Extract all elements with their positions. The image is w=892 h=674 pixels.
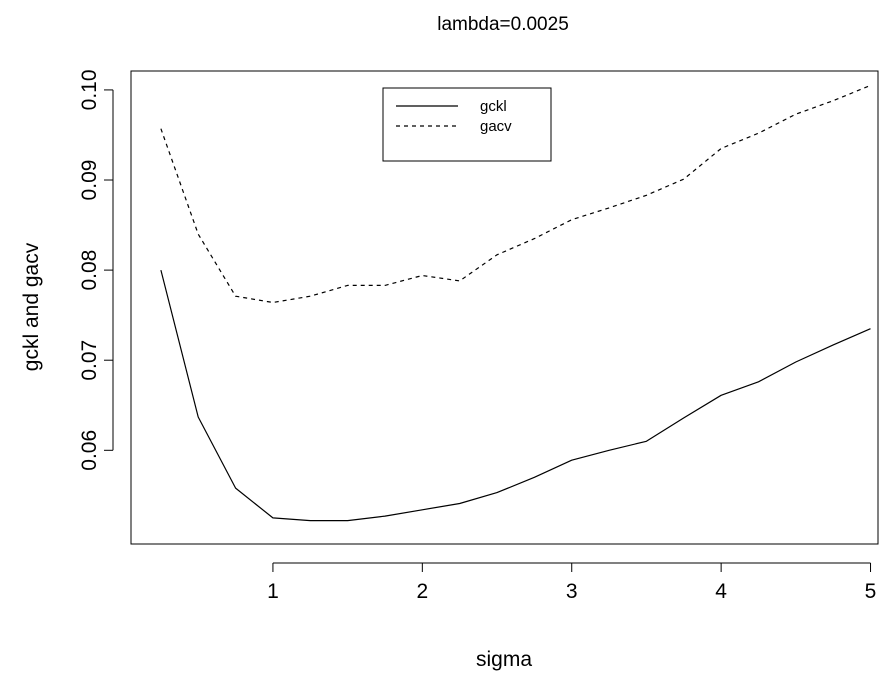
x-axis: 1 2 3 4 5: [267, 563, 876, 603]
y-axis-label: gckl and gacv: [20, 242, 43, 371]
y-axis: 0.06 0.07 0.08 0.09 0.10: [78, 69, 113, 470]
legend-label-gacv: gacv: [480, 118, 512, 135]
x-axis-label: sigma: [476, 648, 532, 671]
legend-box: [383, 88, 551, 161]
legend-label-gckl: gckl: [480, 98, 507, 115]
y-tick-label: 0.10: [78, 69, 101, 110]
x-tick-label: 3: [566, 580, 578, 603]
y-tick-label: 0.06: [78, 430, 101, 471]
x-tick-label: 2: [416, 580, 428, 603]
x-tick-label: 1: [267, 580, 279, 603]
legend: gckl gacv: [383, 88, 551, 161]
y-tick-label: 0.09: [78, 160, 101, 201]
chart-title: lambda=0.0025: [437, 14, 569, 35]
x-tick-label: 5: [865, 580, 877, 603]
x-tick-label: 4: [715, 580, 727, 603]
y-tick-label: 0.07: [78, 340, 101, 381]
y-tick-label: 0.08: [78, 250, 101, 291]
series-line-gckl: [161, 270, 871, 520]
